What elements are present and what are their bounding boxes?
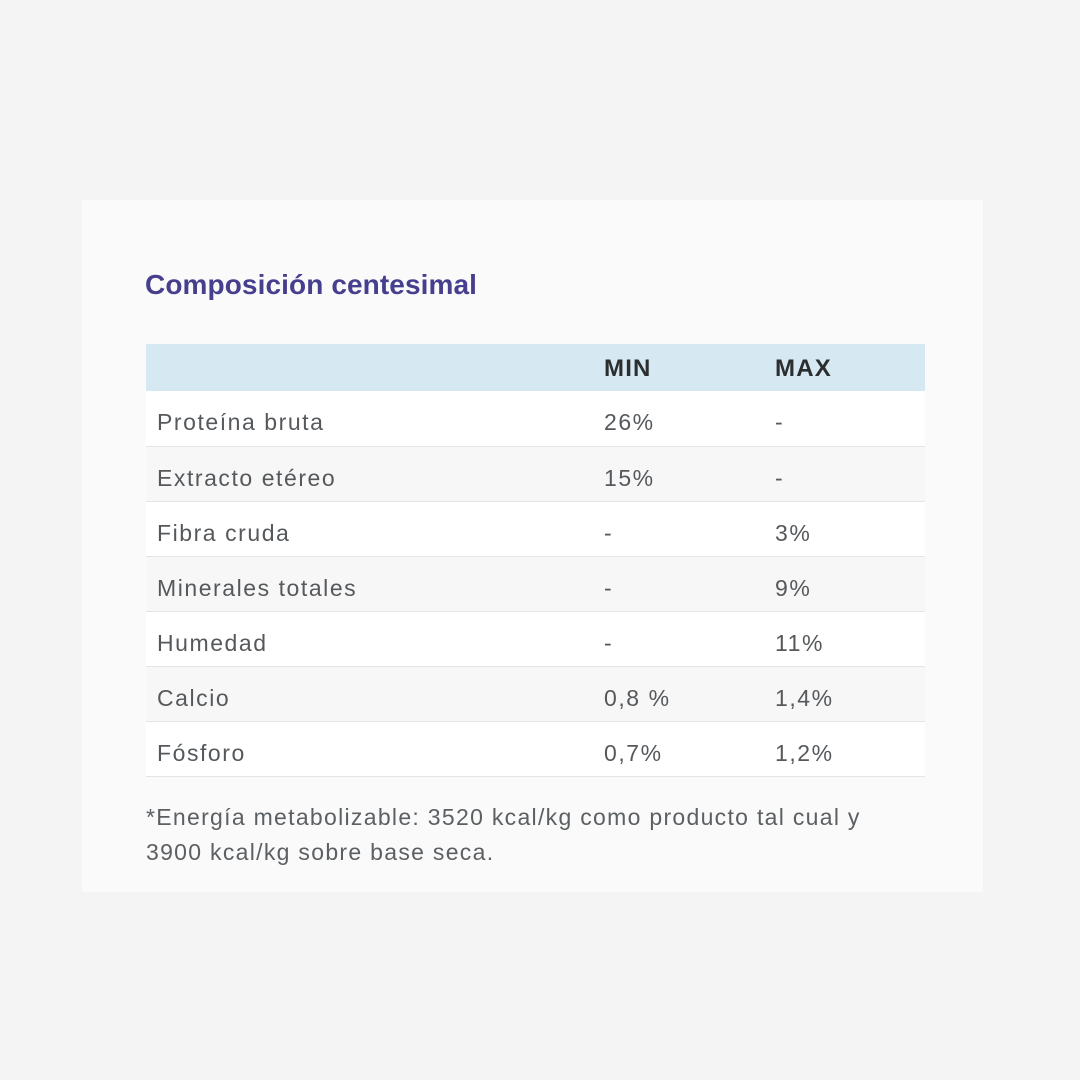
row-name: Fibra cruda [146,501,604,557]
table-row: Proteína bruta 26% - [146,391,925,447]
footnote-line1: *Energía metabolizable: 3520 kcal/kg com… [146,804,861,830]
table-row: Fósforo 0,7% 1,2% [146,721,925,777]
table-header-row: MIN MAX [146,344,925,391]
row-name: Humedad [146,611,604,667]
row-min: - [604,501,775,557]
row-name: Proteína bruta [146,391,604,447]
table-row: Calcio 0,8 % 1,4% [146,666,925,722]
row-max: 3% [775,501,925,557]
row-min: 0,8 % [604,666,775,722]
row-max: 9% [775,556,925,612]
row-max: 11% [775,611,925,667]
header-cell-max: MAX [775,344,925,391]
row-min: - [604,611,775,667]
section-title: Composición centesimal [145,269,478,300]
row-name: Minerales totales [146,556,604,612]
row-min: 15% [604,446,775,502]
table-row: Fibra cruda - 3% [146,501,925,557]
table-row: Extracto etéreo 15% - [146,446,925,502]
composition-card: Composición centesimal MIN MAX Proteína … [82,200,983,892]
footnote: *Energía metabolizable: 3520 kcal/kg com… [146,800,966,870]
row-max: - [775,446,925,502]
table-row: Minerales totales - 9% [146,556,925,612]
header-cell-property [146,344,604,391]
table-row: Humedad - 11% [146,611,925,667]
row-max: - [775,391,925,447]
row-name: Fósforo [146,721,604,777]
header-cell-min: MIN [604,344,775,391]
row-name: Calcio [146,666,604,722]
footnote-line2: 3900 kcal/kg sobre base seca. [146,839,495,865]
row-max: 1,2% [775,721,925,777]
composition-table: MIN MAX Proteína bruta 26% - Extracto et… [146,344,925,777]
row-min: 0,7% [604,721,775,777]
row-min: 26% [604,391,775,447]
row-max: 1,4% [775,666,925,722]
row-min: - [604,556,775,612]
row-name: Extracto etéreo [146,446,604,502]
